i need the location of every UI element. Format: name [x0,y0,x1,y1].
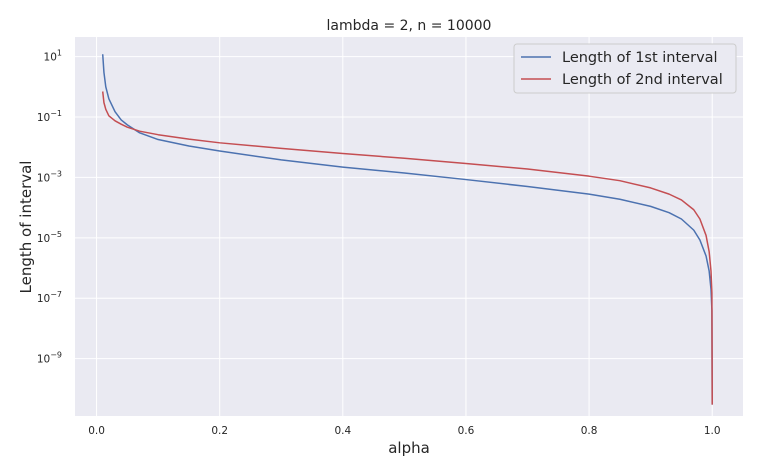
x-axis-title: alpha [388,439,430,457]
y-tick-label: 10−5 [37,230,62,245]
plot-area [75,37,743,416]
y-tick-label: 10−7 [37,290,62,305]
y-axis-title: Length of interval [17,161,35,294]
x-tick-label: 1.0 [704,425,721,437]
y-tick-labels: 101 10−1 10−3 10−5 10−7 10−9 [37,49,62,366]
x-tick-label: 0.8 [581,425,598,437]
x-tick-label: 0.4 [334,425,351,437]
legend-box [513,43,737,94]
legend-label-series-2: Length of 2nd interval [562,72,723,88]
x-tick-label: 0.0 [88,425,105,437]
series-line-2 [101,91,713,405]
legend-label-series-1: Length of 1st interval [562,50,718,66]
x-tick-label: 0.6 [458,425,475,437]
legend: Length of 1st interval Length of 2nd int… [513,43,737,94]
chart-title: lambda = 2, n = 10000 [327,18,492,34]
series-lines [101,54,713,405]
y-tick-label: 10−9 [37,351,62,366]
y-tick-label: 101 [44,49,62,64]
y-tick-label: 10−3 [37,169,62,184]
grid [75,37,743,416]
x-tick-labels: 0.0 0.2 0.4 0.6 0.8 1.0 [88,425,720,437]
series-line-1 [101,54,713,405]
y-tick-label: 10−1 [37,109,62,124]
x-tick-label: 0.2 [211,425,228,437]
